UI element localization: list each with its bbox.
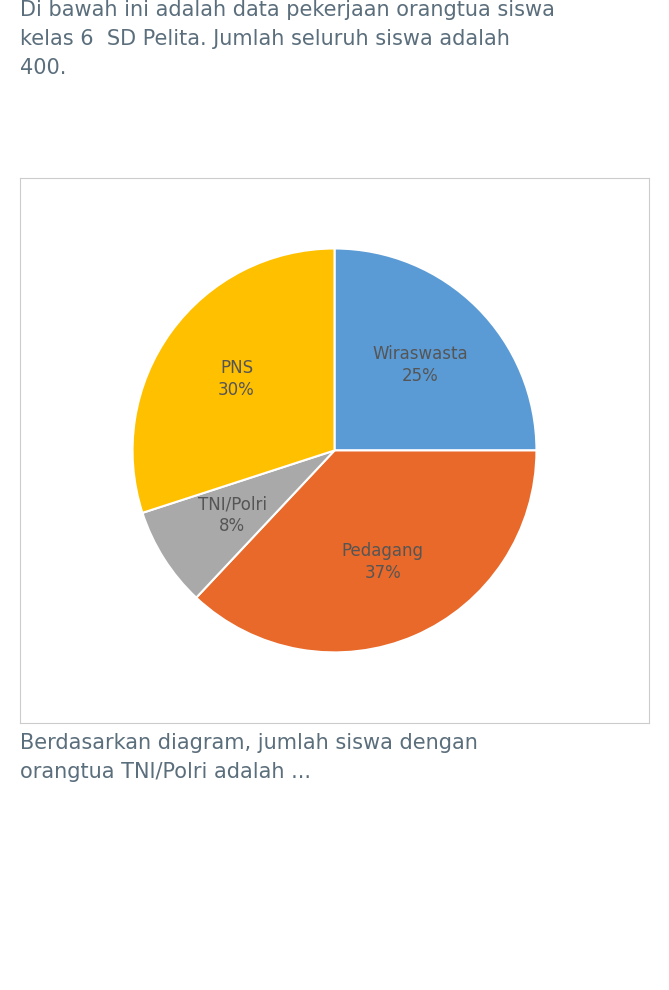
Wedge shape <box>132 248 334 513</box>
Text: Pedagang
37%: Pedagang 37% <box>342 542 423 582</box>
Text: Di bawah ini adalah data pekerjaan orangtua siswa
kelas 6  SD Pelita. Jumlah sel: Di bawah ini adalah data pekerjaan orang… <box>20 0 555 77</box>
Text: Berdasarkan diagram, jumlah siswa dengan
orangtua TNI/Polri adalah ...: Berdasarkan diagram, jumlah siswa dengan… <box>20 733 478 782</box>
Text: PNS
30%: PNS 30% <box>218 359 255 399</box>
Text: Wiraswasta
25%: Wiraswasta 25% <box>373 345 468 385</box>
Text: TNI/Polri
8%: TNI/Polri 8% <box>197 495 267 536</box>
Wedge shape <box>334 248 537 450</box>
Wedge shape <box>196 450 537 652</box>
Wedge shape <box>142 450 334 598</box>
